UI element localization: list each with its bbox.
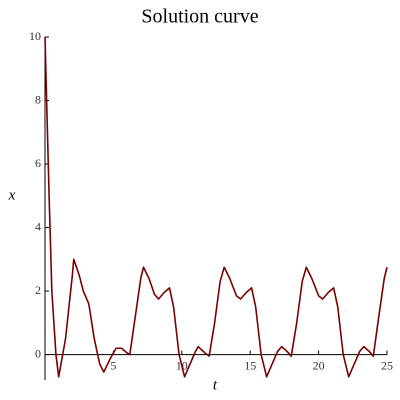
x-tick-label: 5 [110, 358, 116, 372]
y-tick-label: 4 [35, 219, 41, 233]
y-tick-label: 6 [35, 156, 41, 170]
y-axis-label: x [8, 187, 16, 203]
x-tick-label: 15 [244, 358, 256, 372]
line-series [44, 36, 388, 378]
y-tick-label: 0 [35, 346, 41, 360]
chart-title: Solution curve [141, 6, 258, 28]
x-tick-label: 20 [313, 358, 325, 372]
x-tick-label: 25 [381, 358, 393, 372]
y-tick-label: 10 [29, 29, 41, 43]
y-tick-label: 8 [35, 92, 41, 106]
x-axis-label: t [213, 377, 218, 393]
y-tick-label: 2 [35, 283, 41, 297]
